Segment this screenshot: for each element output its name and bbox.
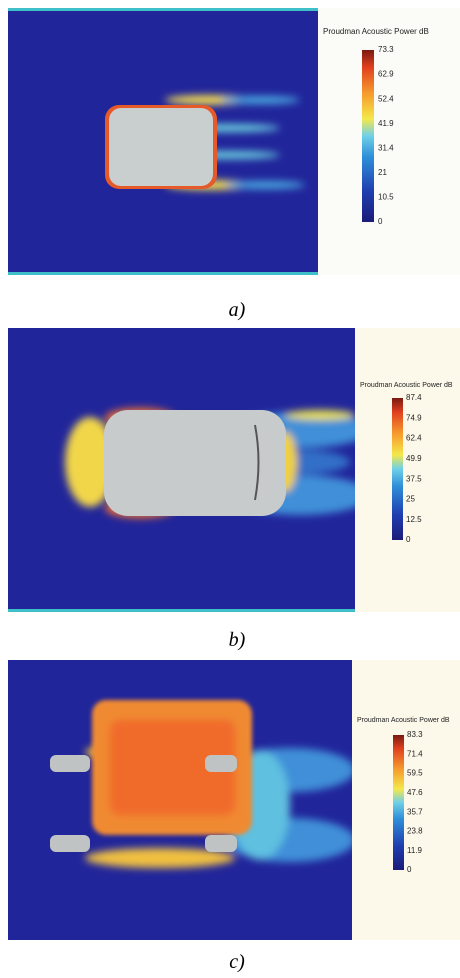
colorbar-tick-label: 73.3 xyxy=(378,45,394,54)
panel-c-legend xyxy=(352,660,460,940)
colorbar-tick-label: 41.9 xyxy=(378,119,394,128)
colorbar-tick-label: 0 xyxy=(378,217,383,226)
colorbar-tick-label: 35.7 xyxy=(407,807,423,816)
panel-c-colorbar xyxy=(393,735,404,870)
colorbar-tick-label: 49.9 xyxy=(406,454,422,463)
colorbar-tick-label: 11.9 xyxy=(407,846,423,855)
colorbar-title: Proudman Acoustic Power dB xyxy=(323,27,429,36)
colorbar-tick-label: 12.5 xyxy=(406,515,422,524)
colorbar-tick-label: 83.3 xyxy=(407,730,423,739)
colorbar-tick-label: 37.5 xyxy=(406,474,422,483)
figure: Proudman Acoustic Power dB a) Proudman A… xyxy=(0,0,460,978)
panel-b-image xyxy=(8,328,370,612)
colorbar-tick-label: 23.8 xyxy=(407,827,423,836)
colorbar-tick-label: 62.9 xyxy=(378,70,394,79)
panel-c-image xyxy=(8,660,355,940)
caption: a) xyxy=(229,299,246,321)
panel-a-image xyxy=(8,8,318,275)
colorbar-tick-label: 21 xyxy=(378,168,387,177)
colorbar-tick-label: 52.4 xyxy=(378,94,394,103)
colorbar-tick-label: 59.5 xyxy=(407,769,423,778)
colorbar-tick-label: 71.4 xyxy=(407,749,423,758)
colorbar-tick-label: 87.4 xyxy=(406,393,422,402)
colorbar-tick-label: 47.6 xyxy=(407,788,423,797)
caption: c) xyxy=(229,951,245,973)
colorbar-tick-label: 0 xyxy=(407,865,412,874)
panel-b-colorbar xyxy=(392,398,403,540)
colorbar-tick-label: 74.9 xyxy=(406,413,422,422)
colorbar-title: Proudman Acoustic Power dB xyxy=(357,717,450,724)
colorbar-tick-label: 10.5 xyxy=(378,193,394,202)
colorbar-tick-label: 62.4 xyxy=(406,434,422,443)
colorbar-tick-label: 31.4 xyxy=(378,143,394,152)
panel-a-colorbar xyxy=(362,50,374,222)
colorbar-title: Proudman Acoustic Power dB xyxy=(360,382,453,389)
panel-b-legend xyxy=(355,328,460,612)
colorbar-tick-label: 25 xyxy=(406,495,415,504)
colorbar-tick-label: 0 xyxy=(406,535,411,544)
caption: b) xyxy=(229,629,246,651)
